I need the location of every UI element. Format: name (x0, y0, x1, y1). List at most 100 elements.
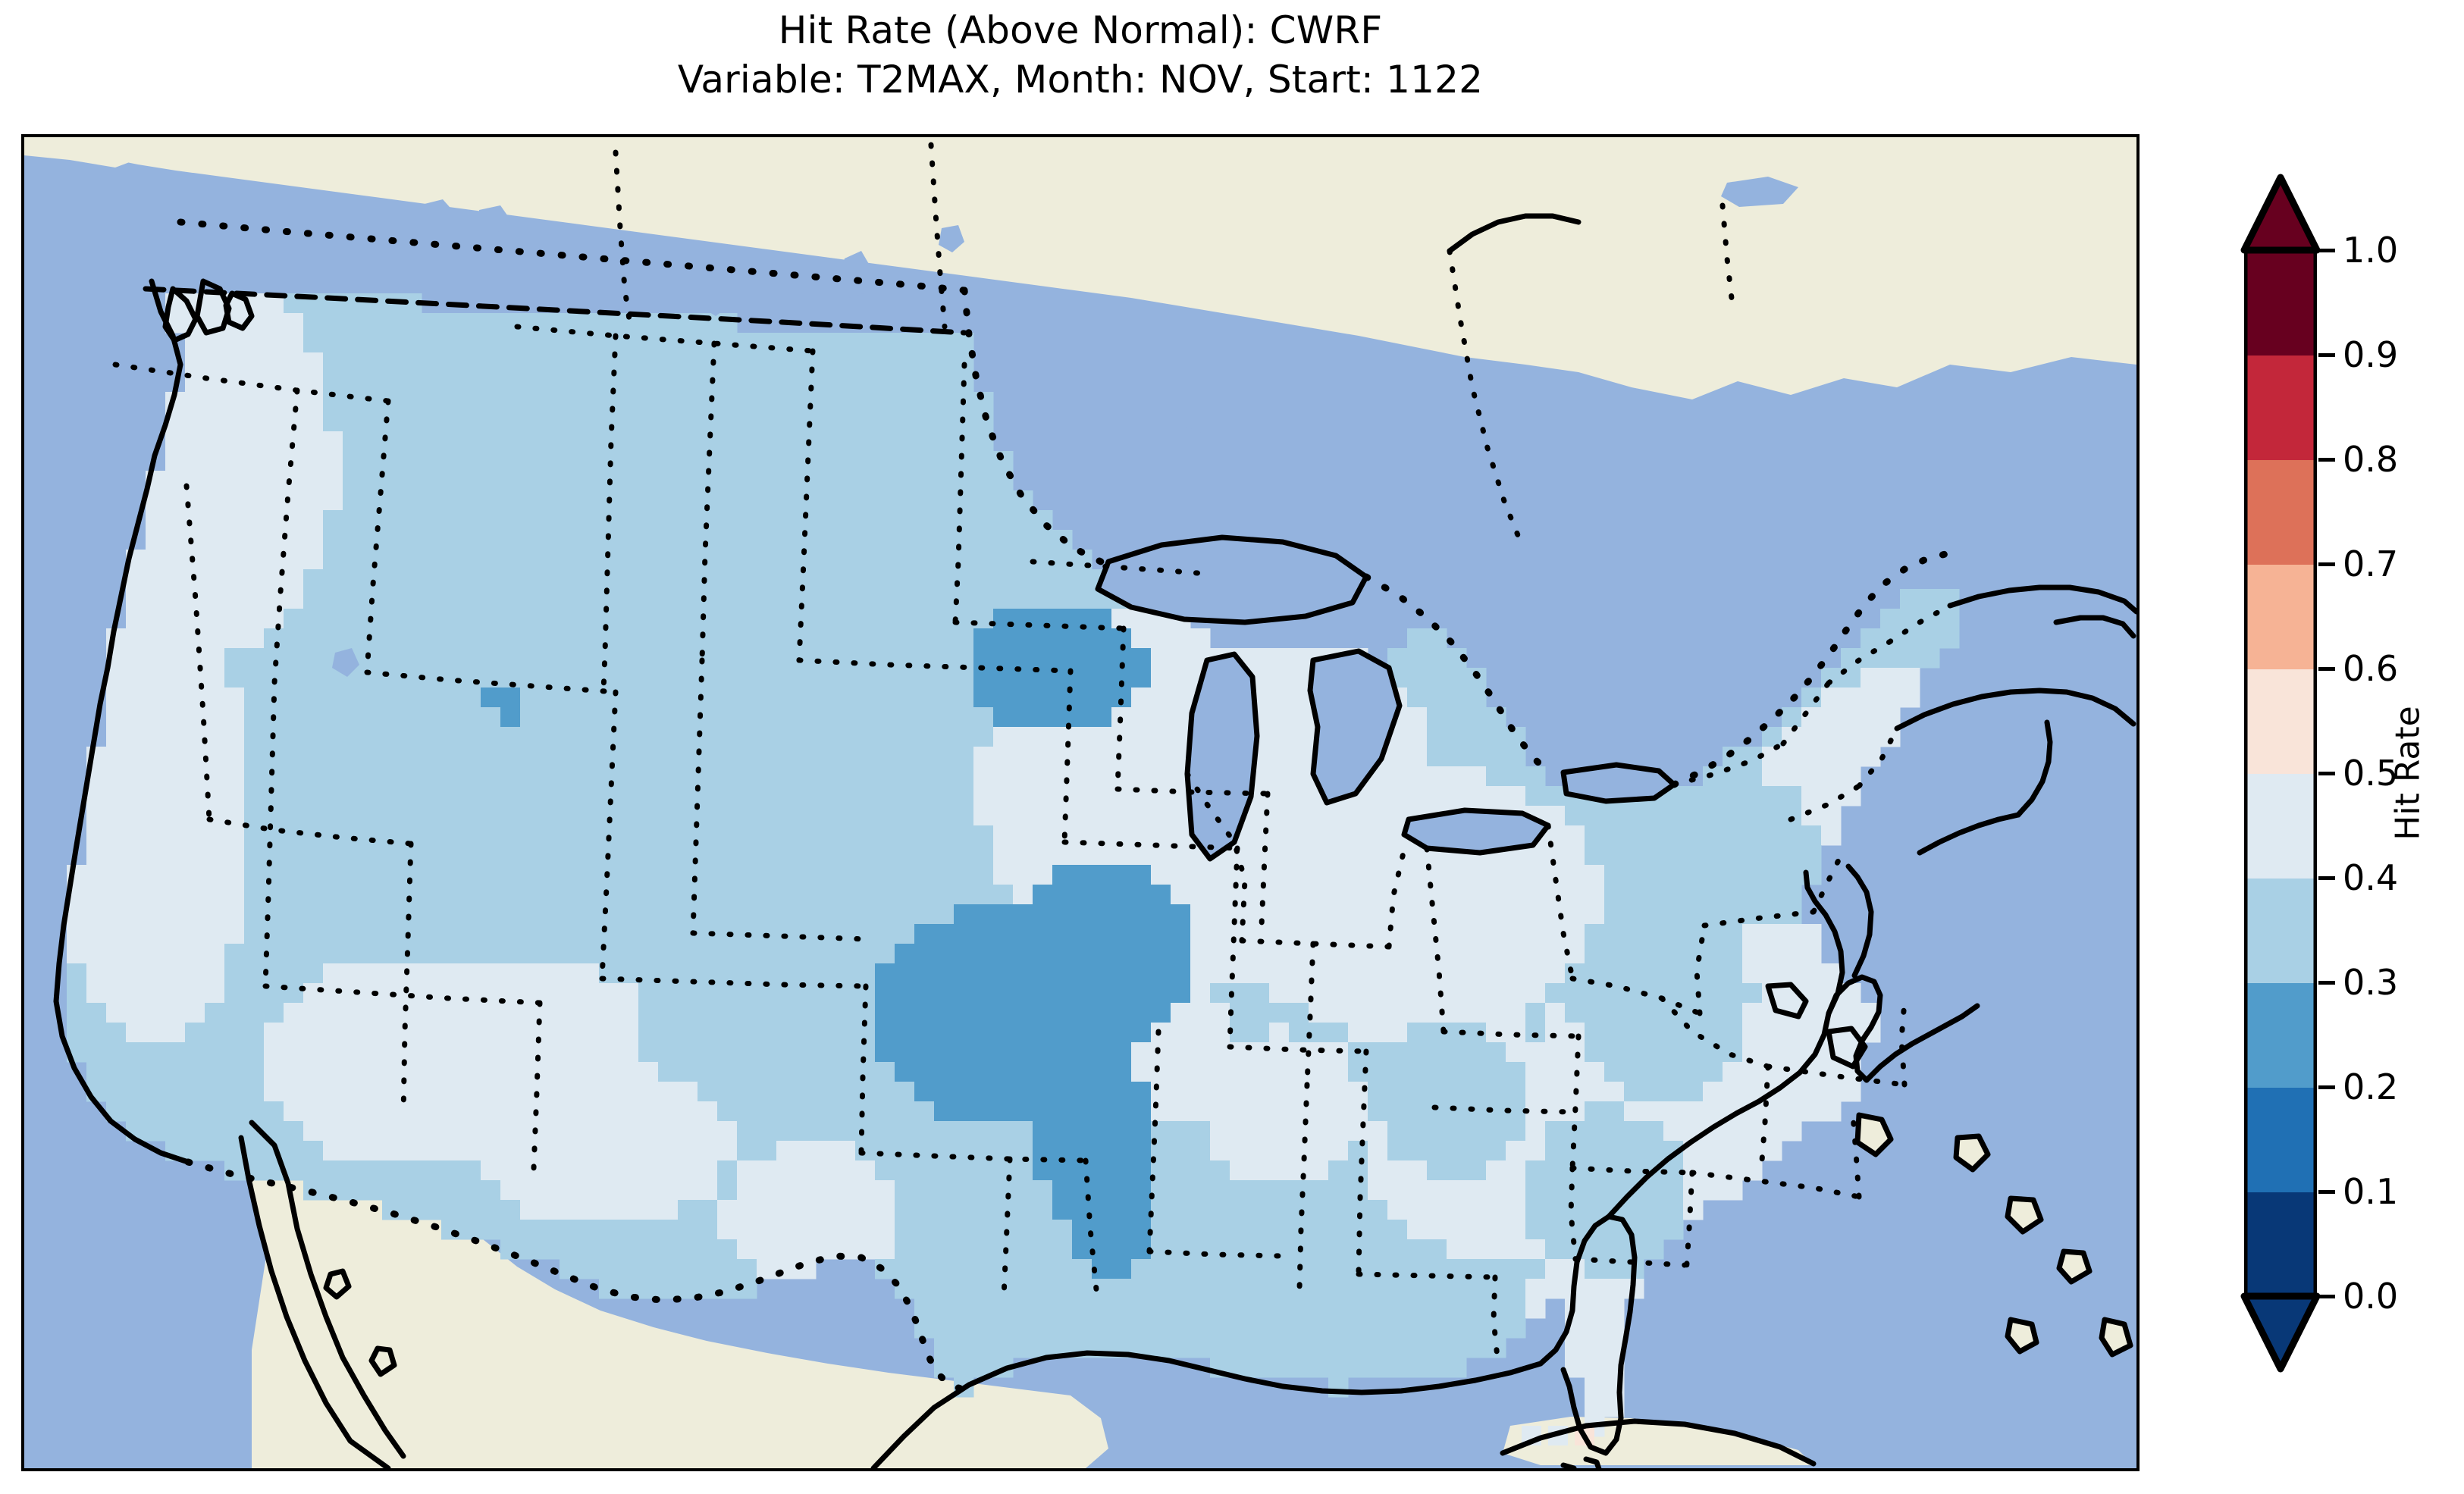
grid-cell (973, 1180, 994, 1201)
grid-cell (540, 1180, 560, 1201)
grid-cell (1289, 668, 1309, 688)
grid-cell (1072, 904, 1092, 925)
grid-cell (599, 1180, 619, 1201)
grid-cell (1230, 1141, 1250, 1161)
grid-cell (954, 924, 974, 944)
grid-cell (855, 707, 876, 728)
grid-cell (1309, 825, 1329, 846)
grid-cell (678, 372, 698, 393)
grid-cell (1210, 1082, 1230, 1102)
grid-cell (1052, 1259, 1073, 1279)
grid-cell (619, 372, 639, 393)
grid-cell (579, 313, 600, 334)
grid-cell (895, 628, 915, 649)
grid-cell (224, 1082, 245, 1102)
grid-cell (658, 1023, 679, 1043)
grid-cell (1782, 904, 1802, 925)
grid-cell (835, 1200, 856, 1220)
grid-cell (875, 1200, 895, 1220)
grid-cell (1466, 1160, 1487, 1181)
grid-cell (1348, 1338, 1368, 1358)
grid-cell (165, 885, 186, 905)
grid-cell (717, 1141, 738, 1161)
grid-cell (244, 550, 265, 570)
grid-cell (776, 569, 797, 590)
grid-cell (560, 1239, 580, 1260)
grid-cell (855, 944, 876, 964)
grid-cell (1723, 865, 1743, 885)
grid-cell (1171, 1200, 1191, 1220)
grid-cell (658, 1220, 679, 1240)
grid-cell (1171, 865, 1191, 885)
grid-cell (520, 727, 541, 747)
grid-cell (1131, 1042, 1152, 1063)
grid-cell (1742, 845, 1763, 866)
grid-cell (1171, 1101, 1191, 1122)
grid-cell (1289, 727, 1309, 747)
grid-cell (67, 1003, 87, 1023)
grid-cell (540, 1239, 560, 1260)
grid-cell (1052, 1101, 1073, 1122)
grid-cell (973, 944, 994, 964)
grid-cell (757, 806, 777, 826)
grid-cell (658, 904, 679, 925)
grid-cell (757, 372, 777, 393)
grid-cell (1466, 707, 1487, 728)
grid-cell (146, 609, 166, 629)
grid-cell (1309, 865, 1329, 885)
grid-cell (1033, 924, 1053, 944)
grid-cell (1624, 963, 1644, 984)
grid-cell (1368, 983, 1388, 1004)
grid-cell (579, 392, 600, 412)
grid-cell (1052, 1160, 1073, 1181)
grid-cell (757, 1239, 777, 1260)
grid-cell (717, 1042, 738, 1063)
grid-cell (1525, 766, 1546, 787)
grid-cell (1033, 845, 1053, 866)
grid-cell (579, 707, 600, 728)
grid-cell (914, 1062, 935, 1082)
grid-cell (1486, 1180, 1506, 1201)
grid-cell (461, 372, 481, 393)
grid-cell (1072, 569, 1092, 590)
grid-cell (1900, 668, 1920, 688)
grid-cell (224, 727, 245, 747)
grid-cell (264, 609, 284, 629)
grid-cell (224, 352, 245, 373)
grid-cell (579, 727, 600, 747)
grid-cell (185, 392, 205, 412)
grid-cell (1663, 1023, 1684, 1043)
grid-cell (1368, 825, 1388, 846)
grid-cell (698, 1003, 718, 1023)
grid-cell (934, 904, 955, 925)
grid-cell (717, 490, 738, 511)
grid-cell (362, 727, 383, 747)
grid-cell (1447, 1220, 1467, 1240)
grid-cell (1801, 766, 1822, 787)
grid-cell (619, 1101, 639, 1122)
grid-cell (914, 825, 935, 846)
grid-cell (1249, 1023, 1270, 1043)
grid-cell (1723, 1062, 1743, 1082)
grid-cell (638, 1101, 659, 1122)
grid-cell (224, 766, 245, 787)
grid-cell (1545, 1279, 1566, 1299)
grid-cell (1762, 885, 1782, 905)
grid-cell (1742, 1121, 1763, 1142)
grid-cell (205, 648, 225, 669)
grid-cell (1644, 1200, 1664, 1220)
grid-cell (934, 687, 955, 708)
grid-cell (1131, 1160, 1152, 1181)
grid-cell (1033, 1298, 1053, 1319)
grid-cell (816, 1239, 836, 1260)
grid-cell (914, 1042, 935, 1063)
grid-cell (1801, 825, 1822, 846)
grid-cell (737, 944, 757, 964)
grid-cell (737, 983, 757, 1004)
grid-cell (343, 1062, 363, 1082)
grid-cell (954, 1121, 974, 1142)
grid-cell (737, 412, 757, 432)
grid-cell (165, 845, 186, 866)
grid-cell (993, 1220, 1014, 1240)
grid-cell (264, 313, 284, 334)
